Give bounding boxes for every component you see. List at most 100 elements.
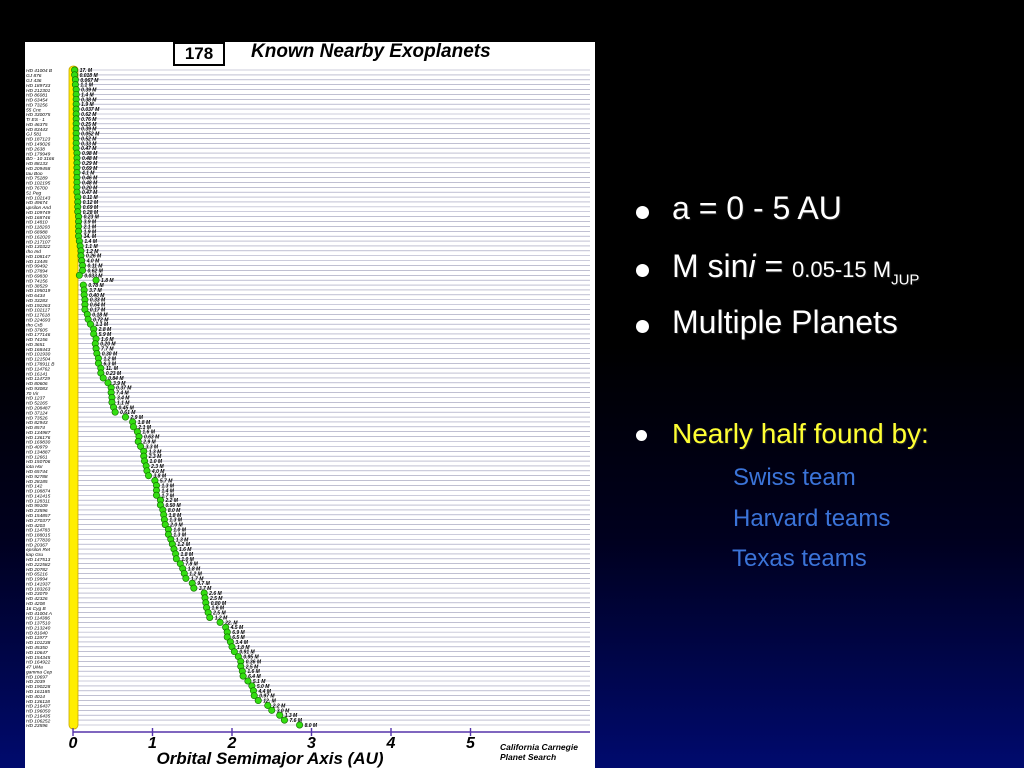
- planet-mass-label: 0.26 M: [86, 254, 102, 260]
- planet-point: [182, 574, 190, 582]
- star-name-label: HD 37605: [26, 327, 48, 333]
- star-name-label: HD 8574: [26, 425, 45, 431]
- planet-mass-label: 1.3 M: [176, 537, 189, 543]
- bullet-found-by-text: Nearly half found by:: [672, 418, 929, 449]
- star-name-label: HD 45350: [26, 645, 48, 651]
- star-name-label: HD 65744: [26, 469, 48, 475]
- star-name-label: HD 83443: [26, 127, 48, 133]
- planet-mass-label: 1.9 M: [81, 102, 94, 108]
- star-name-label: HD 1237: [26, 396, 45, 402]
- planet-mass-label: 0.37 M: [116, 386, 132, 392]
- planet-mass-label: 1.1 M: [85, 244, 98, 250]
- planet-point: [129, 423, 137, 431]
- star-name-label: HD 38529: [26, 283, 48, 289]
- bullet-dot-icon: [636, 206, 649, 219]
- star-name-label: rho CrB: [26, 322, 43, 328]
- planet-point: [172, 555, 180, 563]
- star-name-label: HD 73256: [26, 102, 48, 108]
- star-name-label: HD 4014: [26, 694, 45, 700]
- planet-mass-label: 1.0 M: [150, 459, 163, 465]
- planet-mass-label: 1.3 M: [161, 483, 174, 489]
- star-name-label: HD 188015: [26, 533, 51, 539]
- star-name-label: HD 216437: [26, 704, 51, 710]
- star-name-label: HD 19994: [26, 577, 48, 583]
- chart-credit: California Carnegie Planet Search: [500, 742, 595, 762]
- planet-mass-label: 1.6 M: [179, 547, 192, 553]
- planet-mass-label: 2.3 M: [150, 464, 164, 470]
- planet-mass-label: 1.2 M: [215, 615, 228, 621]
- star-name-label: HD 178911 B: [26, 361, 55, 367]
- planet-mass-label: 2.8 M: [98, 327, 112, 333]
- planet-mass-label: 1.2 M: [177, 542, 190, 548]
- star-name-label: HD 189733: [26, 83, 51, 89]
- planet-mass-label: 7.7 M: [101, 347, 114, 353]
- star-name-label: 70 Vir: [26, 391, 39, 397]
- planet-mass-label: 3.7 M: [199, 586, 212, 592]
- star-name-label: HD 23596: [26, 508, 48, 514]
- star-name-label: HD 177830: [26, 537, 51, 543]
- bullet-dot-icon: [636, 320, 649, 333]
- x-tick-label: 5: [466, 735, 476, 752]
- planet-mass-label: 1.8 M: [188, 567, 201, 573]
- star-name-label: HD 114762: [26, 366, 50, 372]
- mass-prefix: M sin: [672, 248, 749, 284]
- star-name-label: HD 11977: [26, 635, 48, 641]
- bullet-range-text: a = 0 - 5 AU: [672, 190, 842, 226]
- credit-line-1: California Carnegie: [500, 742, 578, 752]
- planet-mass-label: 0.38 M: [81, 97, 97, 103]
- planet-mass-label: 0.033 M: [84, 273, 103, 279]
- chart-title: Known Nearby Exoplanets: [251, 41, 491, 62]
- star-name-label: HD 93083: [26, 386, 48, 392]
- x-tick-label: 1: [148, 735, 157, 752]
- planet-point: [296, 721, 304, 729]
- planet-points: 17. M0.018 M0.067 M1.1 M0.39 M1.4 M0.38 …: [71, 66, 318, 729]
- star-name-label: BD - 10 3166: [26, 156, 55, 162]
- planet-mass-label: 0.62 M: [81, 112, 97, 118]
- star-name-label: HD 142415: [26, 493, 51, 499]
- planet-mass-label: 7.8 M: [185, 562, 198, 568]
- star-name-label: HD 179949: [26, 151, 51, 157]
- planet-mass-label: 0.45 M: [119, 405, 135, 411]
- star-name-label: HD 213240: [26, 625, 51, 631]
- star-name-label: HD 101930: [26, 352, 51, 358]
- star-name-label: HD 76700: [26, 186, 48, 192]
- planet-mass-label: 1.7 M: [161, 493, 174, 499]
- planet-point: [99, 374, 107, 382]
- star-name-label: iota Hor: [26, 464, 43, 470]
- planet-mass-label: 0.067 M: [80, 78, 99, 84]
- star-name-label: HD 187123: [26, 137, 51, 143]
- star-name-label: gamma Cep: [26, 669, 52, 675]
- star-name-label: HD 128311: [26, 498, 50, 504]
- planet-point: [264, 701, 272, 709]
- mass-range: 0.05-15 M: [792, 257, 892, 282]
- planet-point: [111, 408, 119, 416]
- planet-mass-label: 2.3 M: [148, 454, 162, 460]
- star-name-label: HD 196050: [26, 709, 51, 715]
- star-name-label: HD 92788: [26, 474, 48, 480]
- planet-point: [268, 706, 276, 714]
- planet-mass-label: 5.9 M: [99, 332, 112, 338]
- planet-mass-label: 6.5 M: [232, 635, 245, 641]
- planet-mass-label: 8.0 M: [305, 723, 318, 729]
- x-tick-label: 2: [227, 735, 237, 752]
- star-name-label: HD 330075: [26, 112, 51, 118]
- planet-mass-label: 1.6 M: [101, 337, 114, 343]
- planet-mass-label: 5.7 M: [160, 479, 173, 485]
- planet-mass-label: 0.39 M: [81, 127, 97, 133]
- star-name-label: tau Boo: [26, 171, 43, 177]
- star-name-label: 47 UMa: [26, 665, 43, 671]
- star-name-label: HD 114386: [26, 616, 50, 622]
- star-name-label: HD 99492: [26, 264, 48, 270]
- star-name-label: HD 117618: [26, 313, 50, 319]
- x-tick-label: 4: [386, 735, 396, 752]
- planet-mass-label: 0.97 M: [259, 694, 275, 700]
- planet-mass-label: 0.23 M: [84, 215, 100, 221]
- planet-mass-label: 22. M: [224, 620, 238, 626]
- planet-point: [79, 266, 87, 274]
- star-name-label: HD 20782: [26, 567, 48, 573]
- planet-mass-label: 1.8 M: [101, 278, 114, 284]
- star-name-label: HD 12661: [26, 454, 48, 460]
- star-name-label: GJ 876: [26, 73, 42, 79]
- planet-mass-label: 1.1 M: [95, 322, 108, 328]
- star-name-label: HD 16141: [26, 371, 48, 377]
